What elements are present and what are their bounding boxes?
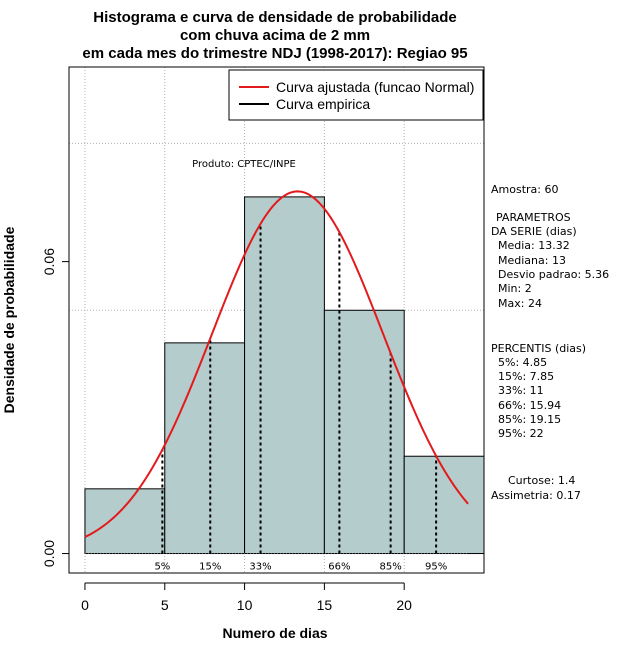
param-min: Min: 2	[498, 282, 532, 295]
percentile-label: 95%	[425, 562, 447, 573]
param-sd: Desvio padrao: 5.36	[498, 268, 609, 281]
percentile-label: 66%	[328, 562, 350, 573]
params-title-1: PARAMETROS	[496, 211, 571, 224]
histogram-bar	[403, 455, 485, 555]
normal-curve-path	[84, 190, 469, 538]
histogram-bar	[84, 488, 166, 555]
x-axis: 0 5 10 15 20	[81, 582, 412, 613]
percentile-label: 33%	[249, 562, 271, 573]
normal-curve	[84, 190, 469, 538]
legend-box	[228, 69, 484, 121]
histogram-bar	[323, 309, 405, 555]
percentil-66: 66%: 15.94	[498, 399, 561, 412]
param-mean: Media: 13.32	[498, 239, 570, 252]
x-tick-label: 5	[161, 597, 169, 613]
sample-size: Amostra: 60	[491, 183, 558, 196]
param-median: Mediana: 13	[498, 254, 566, 267]
chart-title-line-1: Histograma e curva de densidade de proba…	[93, 9, 456, 26]
kurtosis: Curtose: 1.4	[508, 474, 575, 487]
percentile-lines: 5% 15% 33% 66% 85% 95%	[154, 223, 447, 573]
percentil-33: 33%: 11	[498, 384, 544, 397]
percentile-label: 85%	[380, 562, 402, 573]
product-annotation: Produto: CPTEC/INPE	[192, 159, 296, 170]
param-max: Max: 24	[498, 297, 542, 310]
percentil-95: 95%: 22	[498, 427, 544, 440]
percentile-label: 5%	[154, 562, 170, 573]
y-tick-label: 0.00	[41, 540, 57, 567]
x-tick-label: 20	[396, 597, 412, 613]
percentile-label: 15%	[199, 562, 221, 573]
histogram-bar	[164, 342, 246, 555]
legend: Curva ajustada (funcao Normal) Curva emp…	[228, 69, 484, 121]
y-tick-label: 0.06	[41, 248, 57, 275]
params-title-2: DA SERIE (dias)	[491, 225, 577, 238]
histogram-bar	[244, 196, 325, 555]
percentil-85: 85%: 19.15	[498, 413, 561, 426]
x-tick-label: 10	[237, 597, 253, 613]
y-axis: 0.00 0.06	[41, 248, 70, 567]
x-tick-label: 15	[317, 597, 333, 613]
x-axis-label: Numero de dias	[222, 625, 327, 641]
histogram-bars	[84, 196, 485, 555]
y-axis-label: Densidade de probabilidade	[1, 226, 17, 413]
chart-title-line-3: em cada mes do trimestre NDJ (1998-2017)…	[82, 45, 467, 62]
skewness: Assimetria: 0.17	[491, 489, 581, 502]
legend-label-empirical: Curva empirica	[276, 96, 370, 112]
stats-panel: Amostra: 60 PARAMETROS DA SERIE (dias) M…	[491, 183, 609, 502]
legend-label-normal: Curva ajustada (funcao Normal)	[276, 79, 474, 95]
percentil-15: 15%: 7.85	[498, 370, 554, 383]
percentil-5: 5%: 4.85	[498, 356, 547, 369]
x-tick-label: 0	[81, 597, 89, 613]
chart-title-line-2: com chuva acima de 2 mm	[180, 27, 370, 44]
percentis-title: PERCENTIS (dias)	[491, 342, 586, 355]
